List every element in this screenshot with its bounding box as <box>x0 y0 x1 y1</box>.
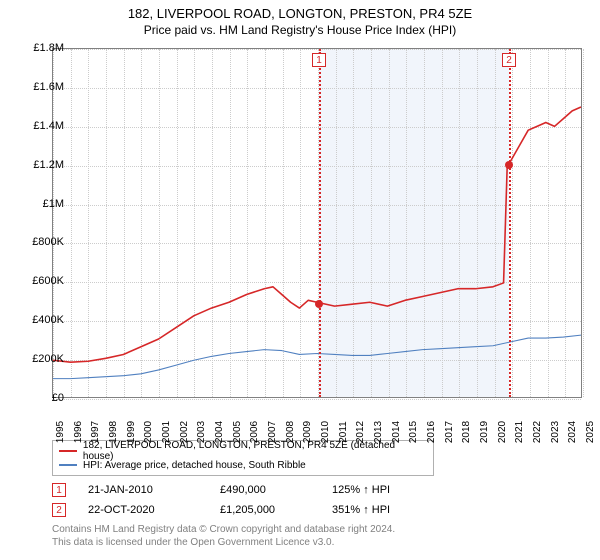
x-axis-tick-label: 1999 <box>126 421 137 443</box>
x-axis-tick-label: 2020 <box>497 421 508 443</box>
event-date: 21-JAN-2010 <box>88 484 198 496</box>
event-line <box>319 49 321 397</box>
x-axis-tick-label: 2015 <box>408 421 419 443</box>
x-axis-tick-label: 2008 <box>285 421 296 443</box>
legend: 182, LIVERPOOL ROAD, LONGTON, PRESTON, P… <box>52 440 434 476</box>
event-price: £490,000 <box>220 484 310 496</box>
event-marker <box>315 300 323 308</box>
event-row: 2 22-OCT-2020 £1,205,000 351% ↑ HPI <box>52 500 432 520</box>
x-axis-tick-label: 2006 <box>249 421 260 443</box>
y-axis-tick-label: £1.4M <box>16 120 64 132</box>
footer: Contains HM Land Registry data © Crown c… <box>52 524 395 549</box>
x-axis-tick-label: 1996 <box>73 421 84 443</box>
x-axis-tick-label: 2014 <box>391 421 402 443</box>
event-line <box>509 49 511 397</box>
footer-line-1: Contains HM Land Registry data © Crown c… <box>52 524 395 537</box>
y-axis-tick-label: £1M <box>16 198 64 210</box>
x-axis-tick-label: 1998 <box>108 421 119 443</box>
x-axis-tick-label: 2018 <box>461 421 472 443</box>
x-axis-tick-label: 2019 <box>479 421 490 443</box>
grid-line-v <box>583 49 584 397</box>
chart-lines-svg <box>53 49 581 397</box>
y-axis-tick-label: £200K <box>16 353 64 365</box>
legend-swatch <box>59 464 77 466</box>
x-axis-tick-label: 1997 <box>90 421 101 443</box>
x-axis-tick-label: 2000 <box>143 421 154 443</box>
x-axis-tick-label: 2001 <box>161 421 172 443</box>
y-axis-tick-label: £1.6M <box>16 81 64 93</box>
x-axis-tick-label: 2009 <box>302 421 313 443</box>
x-axis-tick-label: 2021 <box>514 421 525 443</box>
series-line-price_paid <box>53 107 581 362</box>
y-axis-tick-label: £800K <box>16 236 64 248</box>
legend-swatch <box>59 450 77 452</box>
grid-line-h <box>53 399 581 400</box>
x-axis-tick-label: 2002 <box>179 421 190 443</box>
x-axis-tick-label: 2012 <box>355 421 366 443</box>
x-axis-tick-label: 2025 <box>585 421 596 443</box>
x-axis-tick-label: 2007 <box>267 421 278 443</box>
event-number-box: 1 <box>312 53 326 67</box>
footer-line-2: This data is licensed under the Open Gov… <box>52 537 395 550</box>
event-pct: 125% ↑ HPI <box>332 484 432 496</box>
figure-container: 182, LIVERPOOL ROAD, LONGTON, PRESTON, P… <box>0 0 600 560</box>
x-axis-tick-label: 2004 <box>214 421 225 443</box>
y-axis-tick-label: £600K <box>16 275 64 287</box>
title-line-2: Price paid vs. HM Land Registry's House … <box>0 23 600 37</box>
y-axis-tick-label: £0 <box>16 392 64 404</box>
y-axis-tick-label: £1.8M <box>16 42 64 54</box>
event-number-box: 2 <box>52 503 66 517</box>
event-pct: 351% ↑ HPI <box>332 504 432 516</box>
legend-item: 182, LIVERPOOL ROAD, LONGTON, PRESTON, P… <box>59 444 427 458</box>
event-number-box: 2 <box>502 53 516 67</box>
event-marker <box>505 161 513 169</box>
title-line-1: 182, LIVERPOOL ROAD, LONGTON, PRESTON, P… <box>0 6 600 21</box>
x-axis-tick-label: 1995 <box>55 421 66 443</box>
y-axis-tick-label: £400K <box>16 314 64 326</box>
x-axis-tick-label: 2017 <box>444 421 455 443</box>
x-axis-tick-label: 2011 <box>338 421 349 443</box>
x-axis-tick-label: 2005 <box>232 421 243 443</box>
event-row: 1 21-JAN-2010 £490,000 125% ↑ HPI <box>52 480 432 500</box>
x-axis-tick-label: 2022 <box>532 421 543 443</box>
x-axis-tick-label: 2023 <box>550 421 561 443</box>
title-block: 182, LIVERPOOL ROAD, LONGTON, PRESTON, P… <box>0 0 600 37</box>
x-axis-tick-label: 2024 <box>567 421 578 443</box>
event-date: 22-OCT-2020 <box>88 504 198 516</box>
x-axis-tick-label: 2013 <box>373 421 384 443</box>
event-number-box: 1 <box>52 483 66 497</box>
x-axis-tick-label: 2016 <box>426 421 437 443</box>
x-axis-tick-label: 2010 <box>320 421 331 443</box>
event-price: £1,205,000 <box>220 504 310 516</box>
legend-label: HPI: Average price, detached house, Sout… <box>83 460 306 471</box>
y-axis-tick-label: £1.2M <box>16 159 64 171</box>
x-axis-tick-label: 2003 <box>196 421 207 443</box>
series-line-hpi <box>53 335 581 379</box>
chart-plot-area: 12 <box>52 48 582 398</box>
events-table: 1 21-JAN-2010 £490,000 125% ↑ HPI 2 22-O… <box>52 480 432 520</box>
